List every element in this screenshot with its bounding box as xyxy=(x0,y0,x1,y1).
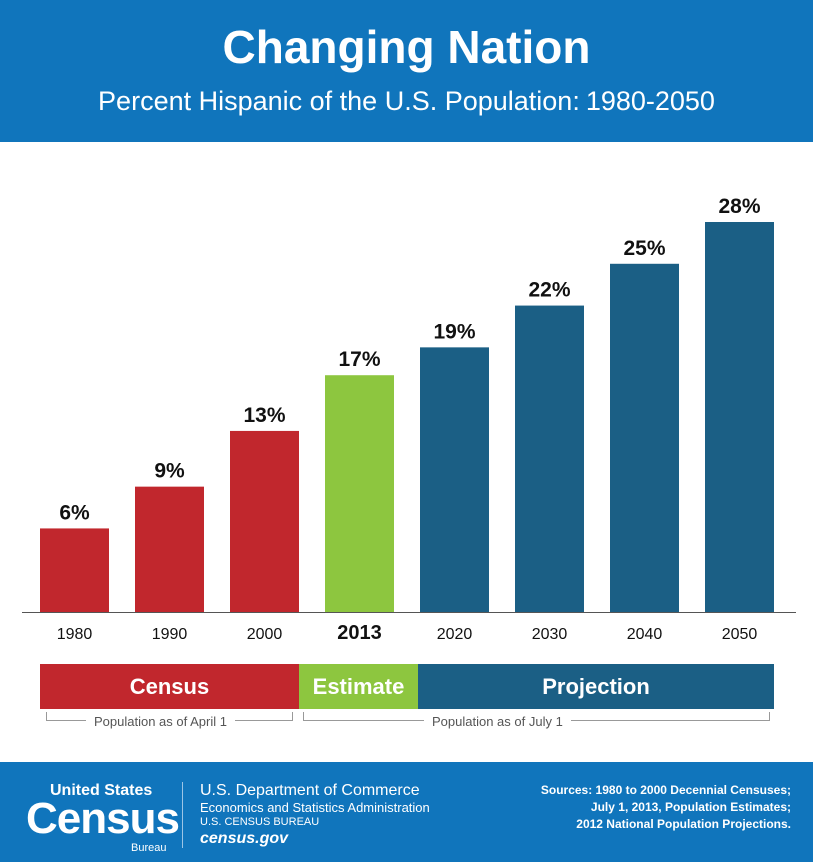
header-banner: Changing Nation Percent Hispanic of the … xyxy=(0,0,813,142)
page-subtitle: Percent Hispanic of the U.S. Population:… xyxy=(0,86,813,117)
value-label-2040: 25% xyxy=(623,237,665,260)
value-label-2020: 19% xyxy=(433,320,475,343)
bar-2013 xyxy=(325,375,394,612)
bar-2020 xyxy=(420,347,489,612)
bar-2000 xyxy=(230,430,299,612)
x-tick-label-1990: 1990 xyxy=(152,626,188,643)
estimate-band-label: Estimate xyxy=(312,673,405,699)
value-label-2030: 22% xyxy=(528,279,570,302)
census-website-link[interactable]: census.gov xyxy=(200,830,289,847)
subtitle-text: Percent Hispanic of the U.S. Population: xyxy=(98,86,580,116)
logo-bureau: Bureau xyxy=(131,842,167,854)
x-tick-label-2000: 2000 xyxy=(247,626,283,643)
subtitle-years: 1980-2050 xyxy=(585,86,715,116)
x-tick-label-2050: 2050 xyxy=(722,626,758,643)
census-band: Census xyxy=(40,664,299,709)
projection-band-label: Projection xyxy=(542,673,650,699)
april-bracket-label: Population as of April 1 xyxy=(86,714,235,729)
footer-divider xyxy=(182,782,183,848)
census-logo: Census xyxy=(26,794,180,843)
x-tick-label-1980: 1980 xyxy=(57,626,93,643)
bar-2050 xyxy=(705,222,774,612)
bar-chart: 6% 1980 9% 1990 13% 2000 17% 2013 19% 2020 22% 2030… xyxy=(22,195,796,644)
sources-note: Sources: 1980 to 2000 Decennial Censuses… xyxy=(541,782,791,833)
bureau-name: U.S. CENSUS BUREAU xyxy=(200,816,320,828)
esa-name: Economics and Statistics Administration xyxy=(200,800,430,815)
source-line: July 1, 2013, Population Estimates; xyxy=(590,800,791,814)
bar-1990 xyxy=(135,486,204,612)
projection-band: Projection xyxy=(418,664,774,709)
bar-2040 xyxy=(610,263,679,612)
july-bracket-label: Population as of July 1 xyxy=(424,714,571,729)
value-label-2013: 17% xyxy=(338,348,380,371)
census-band-label: Census xyxy=(129,673,210,699)
estimate-band: Estimate xyxy=(299,664,418,709)
value-label-2050: 28% xyxy=(718,195,760,218)
value-label-1990: 9% xyxy=(154,460,185,483)
x-tick-label-2040: 2040 xyxy=(627,626,663,643)
page-title: Changing Nation xyxy=(222,21,591,73)
source-line: Sources: 1980 to 2000 Decennial Censuses… xyxy=(540,783,791,797)
x-tick-label-2020: 2020 xyxy=(437,626,473,643)
value-label-1980: 6% xyxy=(59,501,90,524)
department-name: U.S. Department of Commerce xyxy=(200,782,420,799)
bar-1980 xyxy=(40,528,109,612)
source-line: 2012 National Population Projections. xyxy=(576,817,791,831)
value-label-2000: 13% xyxy=(243,404,285,427)
bar-2030 xyxy=(515,305,584,612)
logo-united-states: United States xyxy=(50,782,153,799)
x-tick-label-2030: 2030 xyxy=(532,626,568,643)
footer-banner: United States Census Bureau U.S. Departm… xyxy=(0,762,813,862)
x-tick-label-2013: 2013 xyxy=(337,622,382,644)
